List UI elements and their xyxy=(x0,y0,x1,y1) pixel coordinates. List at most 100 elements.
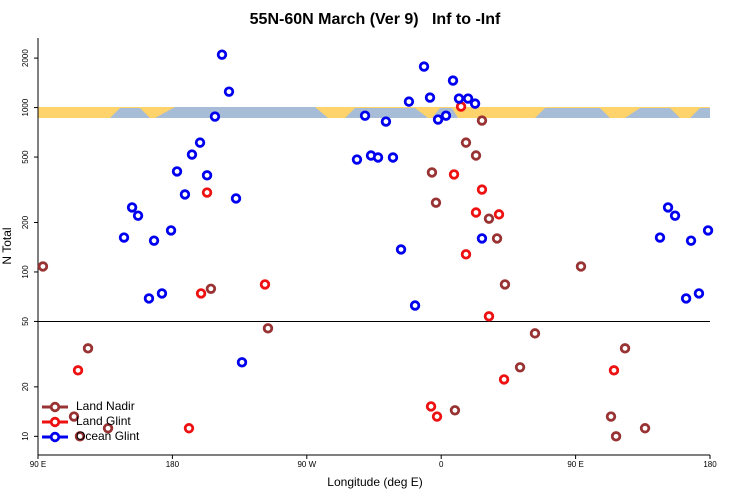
point xyxy=(351,154,363,165)
point xyxy=(230,193,242,204)
point xyxy=(68,411,80,422)
y-tick-label: 500 xyxy=(21,150,30,164)
legend-label: Land Glint xyxy=(76,414,131,428)
point xyxy=(387,152,399,163)
point xyxy=(470,207,482,218)
point xyxy=(575,261,587,272)
point xyxy=(409,300,421,311)
point xyxy=(430,197,442,208)
point xyxy=(476,184,488,195)
point xyxy=(669,210,681,221)
y-tick-label: 50 xyxy=(21,316,30,325)
point xyxy=(403,96,415,107)
point xyxy=(186,149,198,160)
point xyxy=(499,279,511,290)
band xyxy=(38,107,710,118)
point xyxy=(469,98,481,109)
y-tick-label: 2000 xyxy=(21,49,30,67)
point xyxy=(380,116,392,127)
point xyxy=(460,249,472,260)
point xyxy=(156,288,168,299)
point xyxy=(449,405,461,416)
point xyxy=(476,233,488,244)
point xyxy=(680,293,692,304)
legend-marker xyxy=(49,401,61,413)
point xyxy=(395,244,407,255)
y-tick-label: 200 xyxy=(21,215,30,229)
point xyxy=(639,423,651,434)
point xyxy=(72,365,84,376)
point xyxy=(102,423,114,434)
y-axis-label: N Total xyxy=(0,227,14,264)
point xyxy=(453,93,465,104)
point xyxy=(448,169,460,180)
point xyxy=(359,110,371,121)
point xyxy=(179,189,191,200)
point xyxy=(605,411,617,422)
y-tick-label: 20 xyxy=(21,382,30,391)
point xyxy=(194,137,206,148)
x-axis-label: Longitude (deg E) xyxy=(327,475,422,489)
band-pattern xyxy=(110,107,710,118)
point xyxy=(470,150,482,161)
point xyxy=(183,423,195,434)
point xyxy=(426,167,438,178)
point xyxy=(205,283,217,294)
point xyxy=(209,111,221,122)
point xyxy=(143,293,155,304)
point xyxy=(483,311,495,322)
point xyxy=(82,343,94,354)
point xyxy=(432,114,444,125)
point xyxy=(201,187,213,198)
point xyxy=(201,170,213,181)
point xyxy=(685,235,697,246)
x-tick-label: 90 E xyxy=(30,460,46,469)
point xyxy=(460,137,472,148)
point xyxy=(462,93,474,104)
point xyxy=(455,101,467,112)
point xyxy=(259,279,271,290)
x-tick-label: 90 W xyxy=(297,460,316,469)
point xyxy=(195,288,207,299)
point xyxy=(440,110,452,121)
point xyxy=(132,210,144,221)
point xyxy=(662,202,674,213)
x-tick-label: 180 xyxy=(166,460,180,469)
chart-title: 55N-60N March (Ver 9) Inf to -Inf xyxy=(250,11,501,28)
point xyxy=(610,431,622,442)
legend-marker xyxy=(49,416,61,428)
point xyxy=(418,61,430,72)
legend-label: Land Nadir xyxy=(76,399,135,413)
x-tick-label: 90 E xyxy=(567,460,583,469)
point xyxy=(171,166,183,177)
x-tick-label: 0 xyxy=(439,460,444,469)
point xyxy=(431,411,443,422)
point xyxy=(37,261,49,272)
point xyxy=(118,232,130,243)
point xyxy=(529,328,541,339)
point xyxy=(654,232,666,243)
x-tick-label: 180 xyxy=(703,460,717,469)
point xyxy=(491,233,503,244)
y-tick-label: 10 xyxy=(21,431,30,440)
point xyxy=(223,86,235,97)
y-tick-label: 1000 xyxy=(21,98,30,116)
point xyxy=(619,343,631,354)
point xyxy=(608,365,620,376)
point xyxy=(476,115,488,126)
point xyxy=(447,75,459,86)
point xyxy=(483,213,495,224)
point xyxy=(514,362,526,373)
legend-marker xyxy=(49,431,61,443)
point xyxy=(424,92,436,103)
legend-label: Ocean Glint xyxy=(76,429,140,443)
point xyxy=(372,152,384,163)
point xyxy=(165,225,177,236)
point xyxy=(693,288,705,299)
point xyxy=(236,357,248,368)
point xyxy=(493,209,505,220)
point xyxy=(702,225,714,236)
point xyxy=(262,323,274,334)
point xyxy=(498,374,510,385)
